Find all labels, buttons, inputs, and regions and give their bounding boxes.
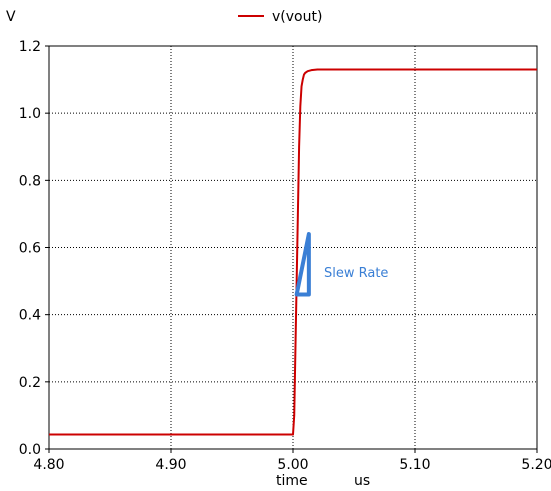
x-axis-label: time [276,473,308,489]
series-line-v-vout [49,68,537,436]
y-tick-label: 1.2 [19,39,41,55]
y-tick-label: 0.4 [19,308,41,324]
x-axis-unit: us [354,473,370,489]
y-tick-label: 1.0 [19,106,41,122]
x-tick-label: 5.10 [399,457,430,473]
y-tick-label: 0.6 [19,241,41,257]
y-tick-label: 0.2 [19,375,41,391]
y-tick-label: 0.8 [19,173,41,189]
x-axis-ticks: 4.80 4.90 5.00 5.10 5.20 [33,449,551,473]
slew-rate-triangle [294,232,311,297]
legend-label-v-vout: v(vout) [272,9,322,25]
legend: v(vout) [238,9,322,25]
slew-rate-annotation: Slew Rate [294,232,388,297]
x-tick-label: 5.20 [521,457,551,473]
y-axis-unit: V [6,9,16,25]
x-tick-label: 4.80 [33,457,64,473]
series-layer [49,68,537,436]
y-tick-label: 0.0 [19,442,41,458]
grid [49,46,537,449]
x-tick-label: 5.00 [277,457,308,473]
y-axis-ticks: 0.0 0.2 0.4 0.6 0.8 1.0 1.2 [19,39,49,458]
slew-rate-label: Slew Rate [324,266,388,281]
x-tick-label: 4.90 [155,457,186,473]
